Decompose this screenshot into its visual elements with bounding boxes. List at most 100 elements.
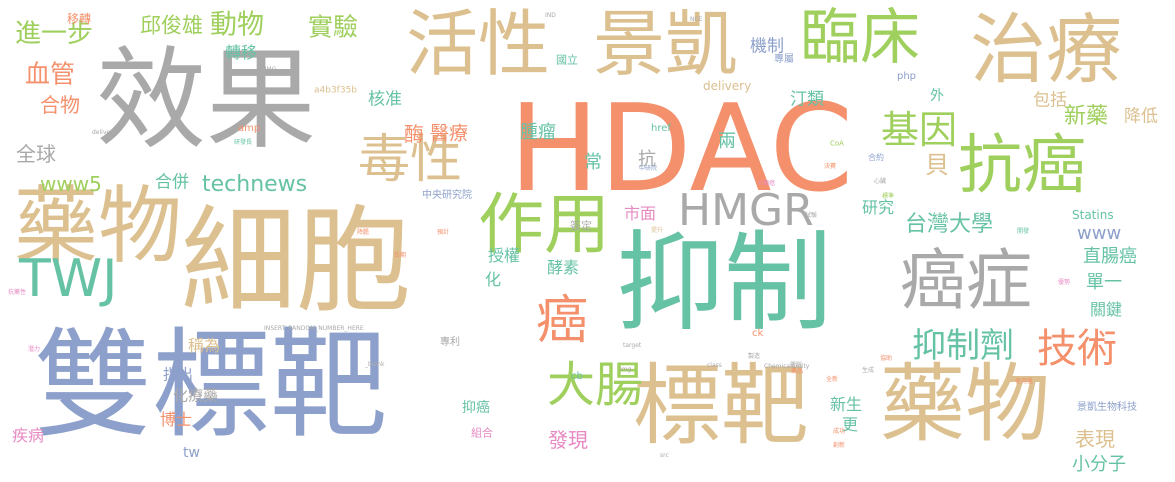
word: HMG bbox=[262, 66, 277, 73]
word: php bbox=[897, 71, 917, 82]
word: cb bbox=[571, 371, 583, 382]
word: 使用量 bbox=[1015, 378, 1034, 385]
word: 研究 bbox=[862, 198, 895, 217]
word: 協助 bbox=[880, 355, 893, 362]
word: ck bbox=[752, 328, 764, 339]
word: 專屬 bbox=[774, 54, 794, 65]
word: 試驗 bbox=[805, 212, 818, 219]
word: 酵素 bbox=[547, 258, 580, 277]
word: src bbox=[660, 452, 669, 459]
word: 腫瘤 bbox=[520, 122, 556, 143]
word: 化 bbox=[485, 270, 502, 289]
word: 癌 bbox=[536, 291, 589, 351]
word: 合物 bbox=[40, 93, 80, 117]
word: 發現 bbox=[548, 428, 588, 452]
word: 人類癌 bbox=[757, 180, 776, 187]
word: 兩 bbox=[718, 131, 736, 152]
word: 全球 bbox=[16, 142, 56, 166]
word: 更 bbox=[842, 415, 859, 434]
word: target bbox=[623, 342, 642, 349]
word: 動物 bbox=[210, 9, 264, 41]
word: technews bbox=[202, 172, 308, 197]
word: 抑制劑 bbox=[912, 326, 1014, 366]
word: 轉移 bbox=[225, 43, 258, 62]
word: 藥物 bbox=[14, 177, 183, 275]
word: 實驗 bbox=[308, 12, 359, 42]
word: 單一 bbox=[1086, 272, 1122, 293]
word: a4b3f35b bbox=[314, 85, 358, 96]
word: 疾病 bbox=[12, 426, 45, 445]
word: 基因 bbox=[881, 108, 958, 152]
word: 直腸癌 bbox=[1083, 246, 1137, 267]
word: 核准 bbox=[368, 89, 402, 110]
word: 抗 bbox=[638, 149, 656, 170]
word: 專利 bbox=[440, 337, 460, 348]
word: 全新 bbox=[826, 376, 839, 383]
word: 降低 bbox=[1124, 106, 1158, 127]
word: 臨床 bbox=[800, 3, 920, 73]
word: 抗藥性 bbox=[8, 289, 27, 296]
word: 化療藥 bbox=[173, 386, 219, 405]
word: 抑制 bbox=[616, 221, 833, 346]
word: href bbox=[651, 123, 671, 134]
word: 研發長 bbox=[234, 139, 253, 146]
word: 小分子 bbox=[1072, 454, 1126, 475]
word: www bbox=[1077, 223, 1122, 244]
word: 治療 bbox=[970, 5, 1122, 94]
word: 大腸 bbox=[547, 357, 644, 413]
word: 藥品 bbox=[791, 368, 804, 375]
word: 潛力 bbox=[28, 346, 41, 353]
word: 電腦 bbox=[790, 362, 803, 369]
word: 景凱 bbox=[593, 2, 738, 86]
word: _blank bbox=[365, 361, 385, 368]
word: 心臟 bbox=[874, 178, 887, 185]
word: 開發 bbox=[1017, 228, 1030, 235]
word: 血管 bbox=[25, 59, 76, 89]
word: 組合 bbox=[471, 426, 493, 440]
word: 抑癌 bbox=[462, 400, 490, 416]
word: 關鍵 bbox=[1090, 300, 1123, 319]
word: INSERT_RANDOM_NUMBER_HERE bbox=[264, 325, 364, 332]
word: 細胞 bbox=[181, 194, 412, 329]
word: 製造 bbox=[748, 353, 761, 360]
word: amp bbox=[238, 123, 261, 134]
word: 新藥 bbox=[1064, 104, 1109, 129]
word: 包括 bbox=[1033, 90, 1067, 111]
word: 指出 bbox=[163, 365, 194, 384]
word: 效果 bbox=[96, 36, 316, 164]
word: 藥物 bbox=[880, 355, 1051, 455]
word: 癌症 bbox=[900, 242, 1032, 319]
word: 機制 bbox=[750, 36, 784, 57]
word: 創新 bbox=[833, 442, 846, 449]
word: class bbox=[707, 362, 722, 369]
word: 降膽 bbox=[357, 229, 370, 236]
word: 簽定 bbox=[570, 219, 592, 233]
word: 市面 bbox=[624, 204, 657, 223]
word: 長期 bbox=[394, 252, 407, 259]
word: 合約 bbox=[868, 153, 884, 162]
word: 技術 bbox=[1037, 326, 1117, 372]
word: 進一步 bbox=[15, 19, 94, 49]
word: 預計 bbox=[437, 229, 450, 236]
word: 授權 bbox=[488, 246, 521, 265]
word: 決賽 bbox=[824, 163, 837, 170]
word: 中研院 bbox=[639, 165, 658, 172]
word: ChemicalEntity bbox=[764, 363, 810, 370]
word: 外 bbox=[930, 88, 944, 104]
word: 成功 bbox=[833, 428, 846, 435]
word: 移轉 bbox=[67, 12, 92, 26]
word: Statins bbox=[1072, 208, 1114, 222]
word: HDAC bbox=[509, 80, 854, 219]
word: CoA bbox=[830, 139, 844, 148]
word: 汀類 bbox=[790, 89, 824, 110]
word: 國立 bbox=[556, 53, 578, 67]
word: 貝 bbox=[925, 151, 949, 179]
word: 新生 bbox=[830, 395, 863, 414]
word: 酶 bbox=[404, 122, 424, 146]
word: 邱俊雄 bbox=[140, 13, 203, 38]
word: 作用 bbox=[478, 186, 610, 263]
word: 醫療 bbox=[430, 122, 469, 145]
word: IND bbox=[545, 12, 556, 19]
word: TWJ bbox=[19, 249, 118, 309]
word: 抗癌 bbox=[958, 129, 1086, 203]
